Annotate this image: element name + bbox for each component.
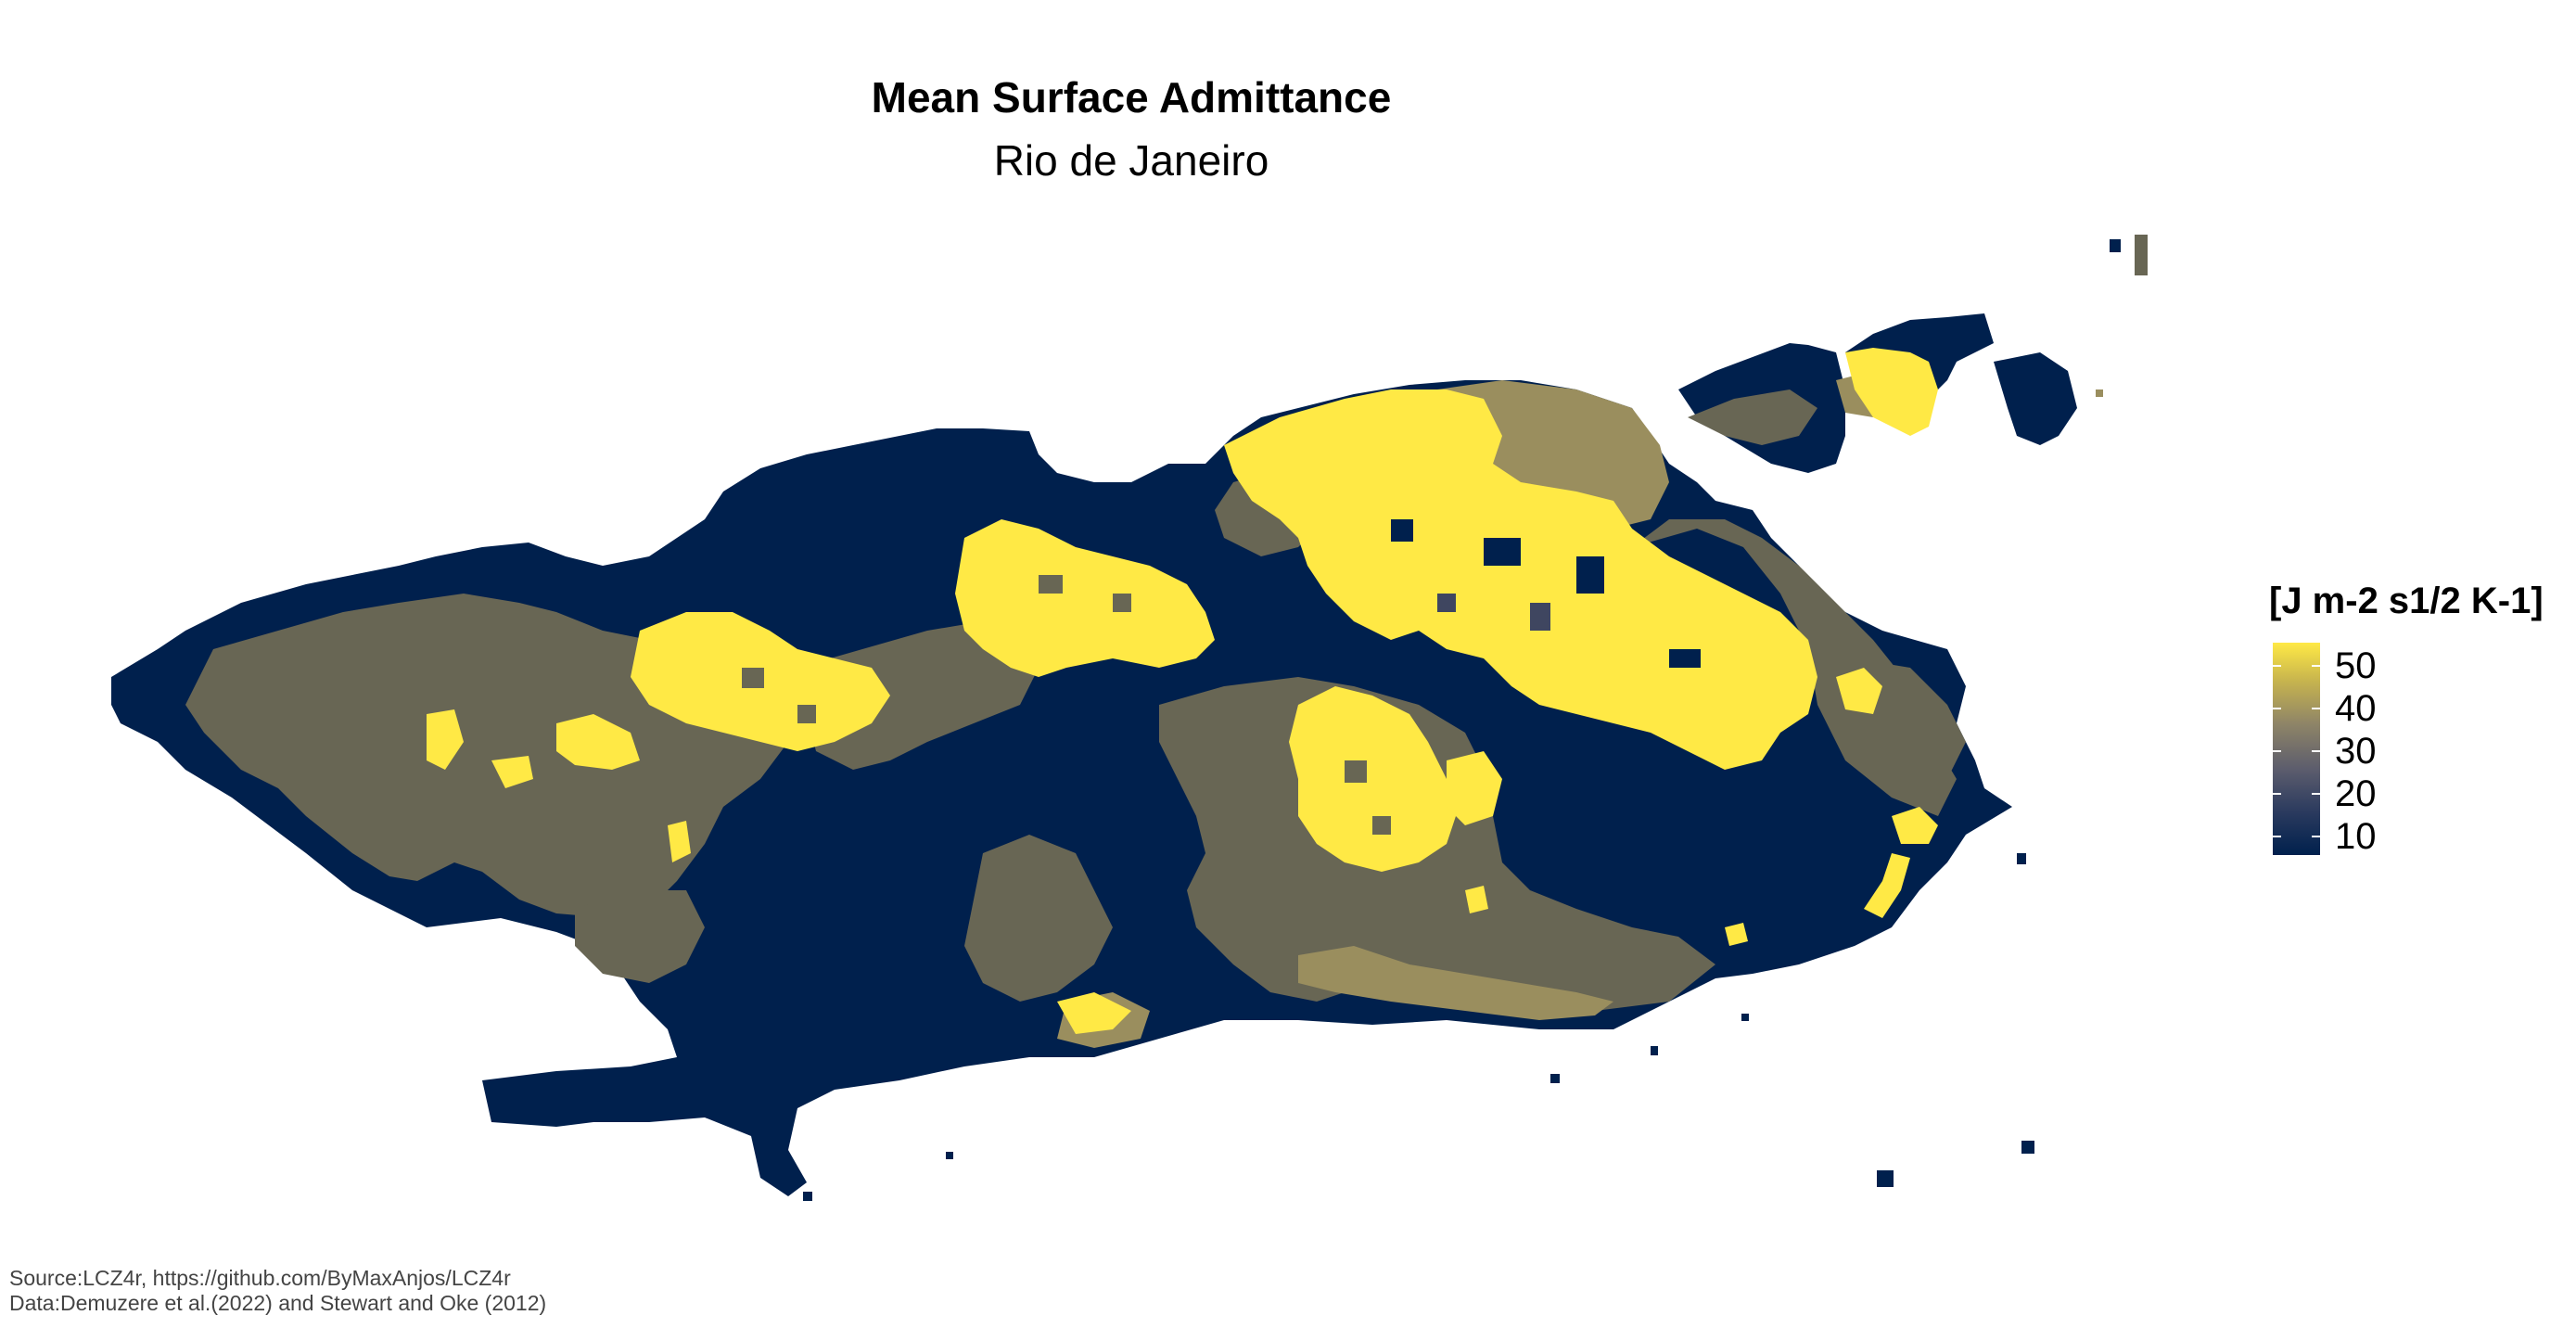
admittance-raster-map bbox=[111, 235, 2148, 1201]
legend-tick-label: 10 bbox=[2335, 816, 2377, 857]
legend-title: [J m-2 s1/2 K-1] bbox=[2269, 581, 2544, 621]
legend-tick-label: 40 bbox=[2335, 688, 2377, 729]
caption-source: Source:LCZ4r, https://github.com/ByMaxAn… bbox=[9, 1266, 511, 1290]
caption-data: Data:Demuzere et al.(2022) and Stewart a… bbox=[9, 1291, 547, 1315]
map-subtitle: Rio de Janeiro bbox=[993, 136, 1269, 185]
high-admittance-yellow-zones bbox=[427, 348, 1938, 1034]
map-title: Mean Surface Admittance bbox=[871, 73, 1392, 121]
dark-admittance-speckle bbox=[742, 519, 1701, 835]
legend-tick-label: 20 bbox=[2335, 773, 2377, 814]
legend-colorbar bbox=[2273, 643, 2320, 855]
legend-tick-label: 30 bbox=[2335, 731, 2377, 772]
legend-tick-label: 50 bbox=[2335, 645, 2377, 686]
